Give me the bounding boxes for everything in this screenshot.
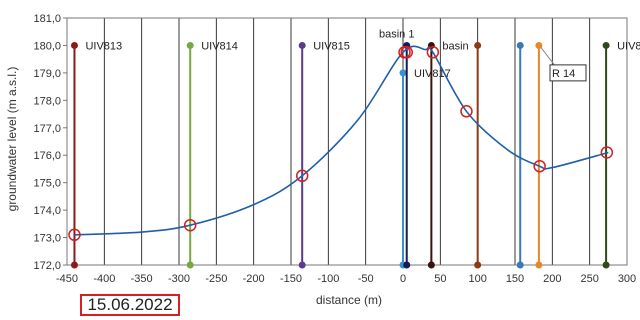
y-tick-label: 176,0 <box>33 150 61 162</box>
y-tick-label: 179,0 <box>33 68 61 80</box>
x-tick-label: -150 <box>280 273 302 285</box>
x-tick-label: -250 <box>205 273 227 285</box>
x-tick-label: 300 <box>618 273 636 285</box>
well-top-marker <box>474 41 482 49</box>
x-tick-label: 250 <box>580 273 598 285</box>
well-labels: UIV813 UIV814 UIV815 UIV817 basin 1 basin R 14… <box>85 28 640 82</box>
measured-point <box>400 46 413 59</box>
well-label: UIV814 <box>201 40 238 52</box>
x-tick-label: 200 <box>543 273 561 285</box>
measured-point <box>600 146 614 159</box>
well-label: basin 1 <box>379 28 414 40</box>
groundwater-line <box>74 45 609 236</box>
well-label: R 14 <box>552 68 575 80</box>
plot-frame <box>66 17 628 266</box>
well-label: UIV817 <box>414 68 451 80</box>
x-tick-label: -300 <box>168 273 190 285</box>
x-tick-label: -50 <box>358 273 374 285</box>
well-top-marker <box>516 41 524 49</box>
x-tick-label: -450 <box>56 273 78 285</box>
well-label: basin <box>442 40 468 52</box>
well-top-marker <box>602 41 610 49</box>
measured-point <box>295 169 309 183</box>
x-tick-label: 0 <box>400 273 406 285</box>
well-top-marker <box>186 41 194 49</box>
well-bottom-marker <box>298 261 306 269</box>
well-top-marker <box>298 41 306 49</box>
x-tick-label: -400 <box>93 273 115 285</box>
well-bottom-marker <box>403 261 411 269</box>
well-bottom-marker <box>70 261 78 269</box>
well-bottom-marker <box>186 261 194 269</box>
y-tick-label: 172,0 <box>33 260 61 272</box>
measured-point <box>533 159 546 173</box>
wells <box>70 41 610 269</box>
well-bottom-marker <box>602 261 610 269</box>
y-tick-label: 174,0 <box>33 205 61 217</box>
well-top-marker <box>399 69 407 77</box>
well-top-marker <box>70 41 78 49</box>
well-label: UIV813 <box>85 40 122 52</box>
y-axis-label: groundwater level (m a.s.l.) <box>5 67 19 212</box>
measured-point <box>460 105 473 118</box>
y-tick-label: 180,0 <box>33 40 61 52</box>
measured-point <box>426 46 440 59</box>
well-bottom-marker <box>427 261 435 269</box>
x-tick-label: 100 <box>468 273 486 285</box>
groundwater-curve <box>74 45 609 236</box>
x-tick-label: 50 <box>434 273 446 285</box>
date-label: 15.06.2022 <box>80 294 180 316</box>
x-tick-label: 150 <box>506 273 524 285</box>
measured-point <box>68 228 81 242</box>
x-axis-label: distance (m) <box>316 293 382 307</box>
axes <box>63 17 628 266</box>
x-tick-label: -100 <box>317 273 339 285</box>
label-leader-line <box>540 47 557 68</box>
well-bottom-marker <box>516 261 524 269</box>
y-tick-label: 177,0 <box>33 123 61 135</box>
well-label: UIV815 <box>313 40 350 52</box>
grid-lines <box>66 18 628 265</box>
well-label: UIV81 <box>617 40 640 52</box>
y-tick-label: 173,0 <box>33 233 61 245</box>
well-bottom-marker <box>535 261 543 269</box>
y-tick-label: 181,0 <box>33 13 61 25</box>
tick-labels: 172,0 173,0 174,0 175,0 176,0 177,0 178,0 179,0… <box>33 13 636 285</box>
x-tick-label: -200 <box>243 273 265 285</box>
measured-points <box>68 46 614 242</box>
y-tick-label: 175,0 <box>33 178 61 190</box>
label-box <box>549 64 587 82</box>
measured-point <box>183 218 197 232</box>
well-bottom-marker <box>474 261 482 269</box>
y-tick-label: 178,0 <box>33 95 61 107</box>
well-top-marker <box>535 41 543 49</box>
x-tick-label: -350 <box>131 273 153 285</box>
